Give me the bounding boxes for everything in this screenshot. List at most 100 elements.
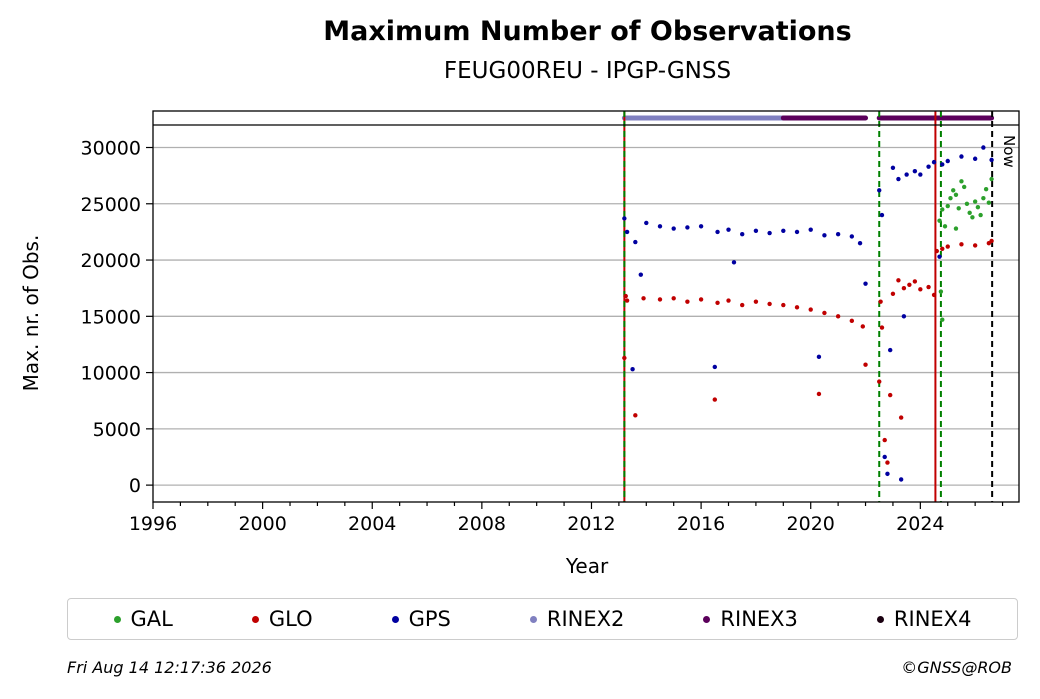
data-point-gps [685,225,690,230]
data-point-gal [970,215,975,220]
data-point-gps [857,240,863,246]
legend-marker [251,615,259,623]
data-point-gps [712,364,718,370]
y-tick-label: 0 [129,475,141,497]
y-tick-label: 30000 [81,138,141,160]
legend-label: RINEX2 [546,607,625,631]
data-point-gps [715,229,720,235]
data-point-gps [781,228,786,233]
data-point-gps [945,158,950,164]
data-point-gal [951,188,956,193]
data-point-gal [948,195,953,201]
data-point-gps [731,260,737,265]
x-tick-label: 2012 [567,513,615,535]
legend-marker [391,615,399,623]
data-point-glo [934,248,939,254]
data-point-gal [972,199,978,204]
legend-item-gal: GAL [113,607,173,631]
data-point-glo [698,297,704,302]
data-point-gps [794,229,800,235]
legend-marker [529,615,537,623]
data-point-glo [808,307,813,312]
legend-label: GLO [268,607,313,631]
data-point-gal [953,192,959,197]
data-point-glo [726,298,731,303]
legend-label: GAL [130,607,173,631]
legend-label: RINEX3 [720,607,798,631]
data-point-gal [989,176,994,182]
data-point-gps [726,227,731,232]
data-point-glo [835,314,841,319]
legend: GAL GLO GPS RINEX2 RINEX3 RINEX4 [67,598,1018,640]
x-tick-label: 2004 [348,513,396,535]
data-point-gal [986,200,992,205]
data-point-glo [940,246,945,251]
footer-timestamp: Fri Aug 14 12:17:36 2026 [67,658,272,677]
data-point-gps [882,454,887,460]
data-point-gal [975,204,981,210]
data-point-gps [740,231,745,237]
y-tick-label: 20000 [81,250,141,272]
x-tick-label: 2020 [787,513,835,535]
data-point-gal [956,206,961,211]
data-point-gps [633,239,638,245]
data-point-gps [972,156,978,161]
data-point-glo [887,392,893,398]
data-point-glo [624,298,630,303]
data-point-glo [885,460,890,465]
legend-item-glo: GLO [251,607,313,631]
data-point-gal [937,218,942,223]
data-point-gps [835,231,841,237]
data-point-glo [926,284,931,290]
data-point-gps [912,168,918,174]
data-point-glo [972,243,978,248]
data-point-glo [633,413,638,418]
data-point-gps [767,230,772,236]
data-point-gps [624,229,630,235]
data-point-gps [904,172,909,177]
x-tick-label: 2008 [458,513,506,535]
data-point-gps [918,172,923,177]
data-point-glo [918,287,923,292]
legend-marker [703,615,711,623]
data-point-glo [740,302,745,308]
legend-marker [113,615,121,623]
data-point-gal [964,201,970,206]
data-point-gal [953,226,959,231]
data-point-gps [808,227,813,232]
data-point-glo [912,279,918,284]
legend-item-rinex4: RINEX4 [876,607,971,631]
data-point-glo [945,244,950,249]
data-point-gps [863,281,868,286]
data-point-glo [712,397,718,402]
data-point-gps [890,165,896,170]
data-point-gal [938,289,944,294]
data-point-glo [959,242,964,247]
data-point-gal [981,195,986,201]
data-point-glo [901,285,907,291]
now-label: Now [1000,135,1018,168]
data-point-glo [715,300,720,306]
data-point-glo [879,325,885,330]
plot-frame [152,110,1020,503]
data-point-glo [931,292,937,298]
data-point-gps [989,157,994,163]
legend-label: GPS [408,607,451,631]
data-point-glo [623,293,628,299]
data-point-gps [931,159,937,165]
chart-subtitle: FEUG00REU - IPGP-GNSS [443,58,732,84]
data-point-glo [882,437,887,443]
data-point-gps [885,471,890,477]
legend-item-gps: GPS [391,607,451,631]
data-point-gal [978,212,983,218]
data-point-gps [898,477,904,482]
x-tick-label: 2016 [677,513,725,535]
data-point-glo [989,238,994,244]
data-point-glo [685,299,690,304]
data-point-glo [849,318,855,324]
y-tick-label: 10000 [81,363,141,385]
data-point-gal [983,186,989,192]
data-point-glo [890,291,896,297]
data-point-glo [753,299,759,304]
data-point-gal [959,179,964,184]
